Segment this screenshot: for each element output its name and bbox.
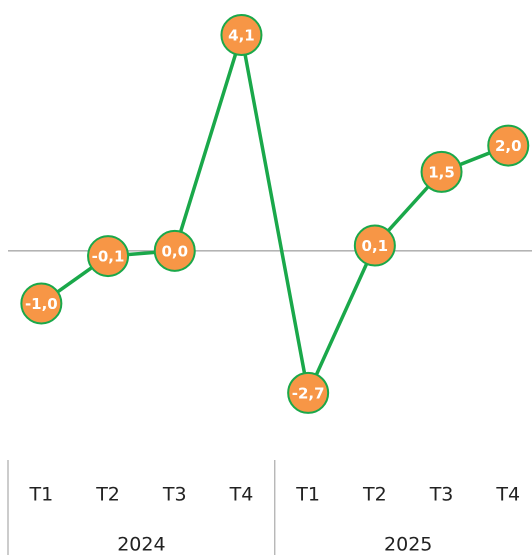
data-label: 2,0 xyxy=(495,137,522,155)
data-label: 0,1 xyxy=(362,237,389,255)
data-label: 1,5 xyxy=(428,163,455,181)
marker xyxy=(20,282,63,325)
data-label: 0,0 xyxy=(161,242,188,260)
data-label: 4,1 xyxy=(228,27,255,45)
data-label: -2,7 xyxy=(292,384,325,402)
marker xyxy=(220,14,263,57)
marker xyxy=(87,235,130,278)
line xyxy=(40,33,509,395)
x-tick-label: T3 xyxy=(429,484,454,506)
marker xyxy=(353,224,396,267)
group-label: 2024 xyxy=(117,534,165,555)
x-tick-label: T4 xyxy=(495,484,520,506)
marker xyxy=(287,371,330,414)
data-label: -1,0 xyxy=(25,295,58,313)
data-label: -0,1 xyxy=(92,248,125,266)
x-tick-label: T3 xyxy=(162,484,187,506)
x-tick-label: T4 xyxy=(229,484,254,506)
x-tick-label: T2 xyxy=(362,484,387,506)
group-label: 2025 xyxy=(384,534,432,555)
marker xyxy=(153,229,196,272)
x-tick-label: T1 xyxy=(28,484,53,506)
marker xyxy=(420,150,463,193)
marker xyxy=(487,124,530,167)
x-tick-label: T2 xyxy=(95,484,120,506)
x-tick-label: T1 xyxy=(295,484,320,506)
